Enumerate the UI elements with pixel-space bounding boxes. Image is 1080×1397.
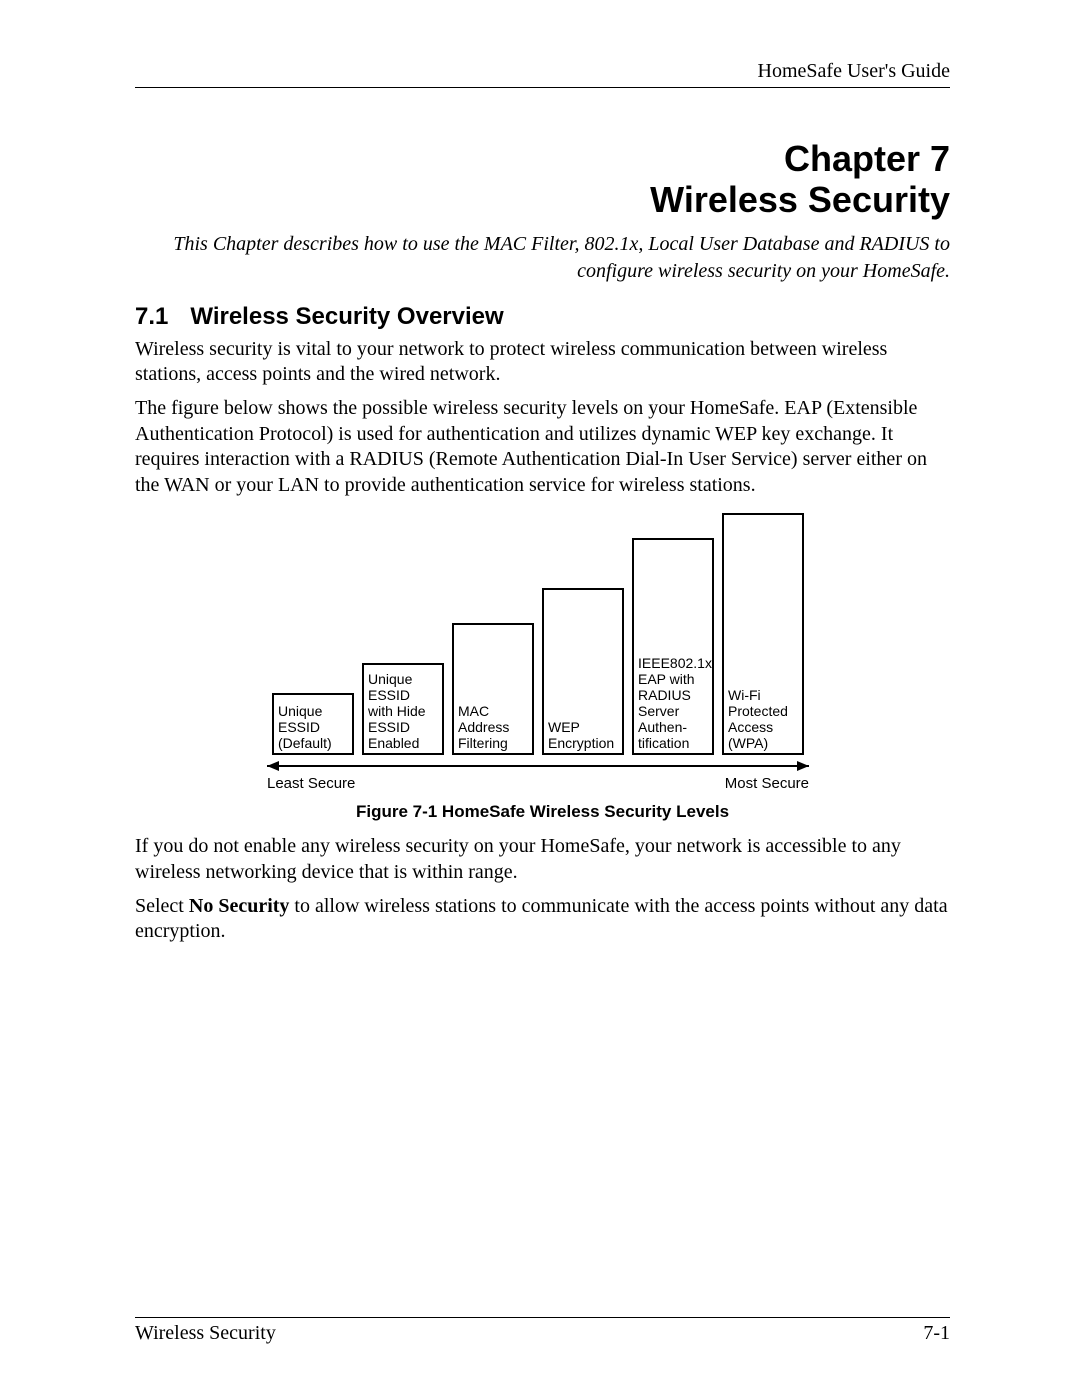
- paragraph-2: The figure below shows the possible wire…: [135, 396, 950, 498]
- svg-text:(Default): (Default): [278, 735, 332, 751]
- svg-text:MAC: MAC: [458, 703, 489, 719]
- svg-text:WEP: WEP: [548, 719, 580, 735]
- svg-text:EAP with: EAP with: [638, 671, 695, 687]
- figure-security-levels: UniqueESSID(Default)UniqueESSIDwith Hide…: [135, 506, 950, 796]
- svg-text:Enabled: Enabled: [368, 735, 419, 751]
- section-title: Wireless Security Overview: [190, 303, 503, 330]
- svg-text:Most Secure: Most Secure: [724, 775, 808, 792]
- svg-text:Server: Server: [638, 703, 680, 719]
- paragraph-4: Select No Security to allow wireless sta…: [135, 894, 950, 945]
- svg-text:RADIUS: RADIUS: [638, 687, 691, 703]
- footer-rule: [135, 1317, 950, 1318]
- paragraph-3: If you do not enable any wireless securi…: [135, 834, 950, 885]
- svg-text:ESSID: ESSID: [368, 687, 410, 703]
- svg-text:Address: Address: [458, 719, 509, 735]
- section-heading: 7.1 Wireless Security Overview: [135, 303, 950, 331]
- svg-text:ESSID: ESSID: [368, 719, 410, 735]
- chapter-line-1: Chapter 7: [135, 138, 950, 179]
- security-levels-chart: UniqueESSID(Default)UniqueESSIDwith Hide…: [263, 506, 823, 796]
- page: HomeSafe User's Guide Chapter 7 Wireless…: [0, 0, 1080, 1397]
- footer-right: 7-1: [923, 1322, 950, 1345]
- svg-text:(WPA): (WPA): [728, 735, 768, 751]
- figure-caption: Figure 7-1 HomeSafe Wireless Security Le…: [135, 802, 950, 822]
- paragraph-4-a: Select: [135, 895, 189, 917]
- svg-text:Authen-: Authen-: [638, 719, 687, 735]
- section-number: 7.1: [135, 303, 168, 331]
- svg-text:Unique: Unique: [368, 671, 413, 687]
- svg-text:tification: tification: [638, 735, 689, 751]
- svg-text:Wi-Fi: Wi-Fi: [728, 687, 761, 703]
- footer-left: Wireless Security: [135, 1322, 276, 1345]
- chapter-line-2: Wireless Security: [135, 179, 950, 220]
- svg-text:Least Secure: Least Secure: [267, 775, 355, 792]
- svg-text:Unique: Unique: [278, 703, 323, 719]
- svg-text:Protected: Protected: [728, 703, 788, 719]
- page-footer: Wireless Security 7-1: [135, 1317, 950, 1345]
- running-header: HomeSafe User's Guide: [135, 60, 950, 83]
- paragraph-1: Wireless security is vital to your netwo…: [135, 337, 950, 388]
- no-security-term: No Security: [189, 895, 290, 917]
- svg-text:Encryption: Encryption: [548, 735, 614, 751]
- svg-text:IEEE802.1x: IEEE802.1x: [638, 655, 712, 671]
- chapter-title-block: Chapter 7 Wireless Security: [135, 138, 950, 221]
- header-rule: [135, 87, 950, 88]
- svg-text:ESSID: ESSID: [278, 719, 320, 735]
- chapter-blurb: This Chapter describes how to use the MA…: [135, 231, 950, 285]
- svg-text:with Hide: with Hide: [367, 703, 426, 719]
- svg-text:Filtering: Filtering: [458, 735, 508, 751]
- svg-text:Access: Access: [728, 719, 773, 735]
